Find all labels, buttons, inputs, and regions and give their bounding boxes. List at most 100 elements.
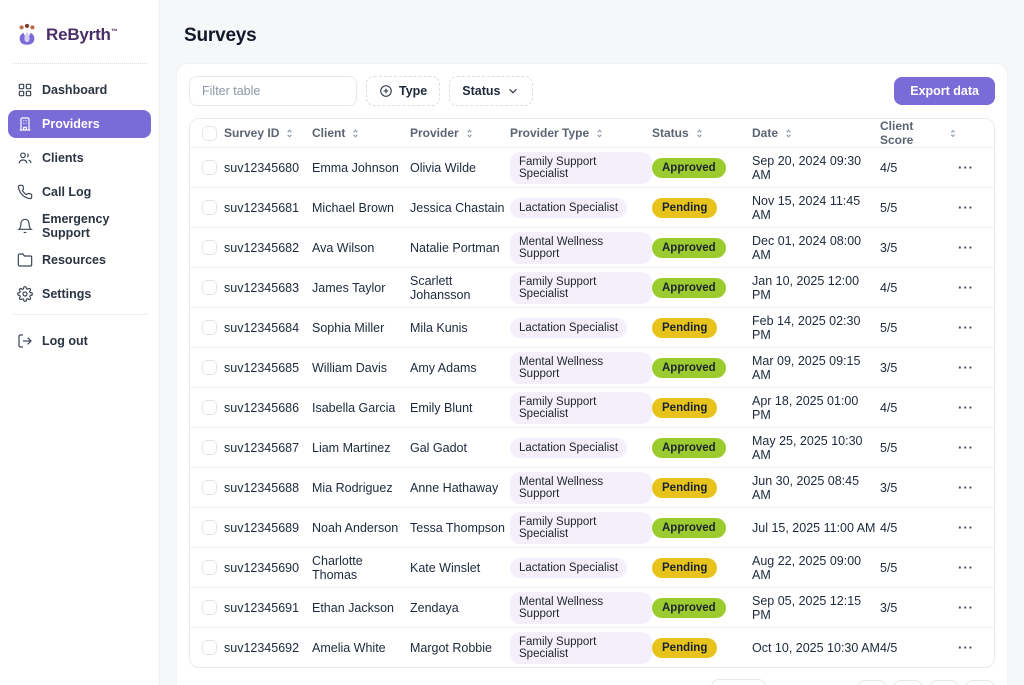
sidebar-item-settings[interactable]: Settings (8, 280, 151, 308)
table-row: suv12345683 James Taylor Scarlett Johans… (190, 267, 994, 307)
column-header-provider-type[interactable]: Provider Type (510, 126, 652, 140)
row-checkbox[interactable] (202, 240, 217, 255)
last-page-button[interactable]: » (965, 680, 995, 685)
provider-type-pill: Lactation Specialist (510, 198, 627, 218)
client-score-cell: 4/5 (880, 401, 958, 415)
survey-id-cell: suv12345688 (224, 481, 312, 495)
row-checkbox[interactable] (202, 480, 217, 495)
status-filter-dropdown[interactable]: Status (449, 76, 533, 106)
row-actions-button[interactable]: ··· (958, 400, 974, 415)
row-actions-button[interactable]: ··· (958, 160, 974, 175)
sidebar-item-label: Resources (42, 253, 106, 267)
client-score-cell: 4/5 (880, 161, 958, 175)
sidebar-item-resources[interactable]: Resources (8, 246, 151, 274)
date-cell: Feb 14, 2025 02:30 PM (752, 314, 880, 342)
select-all-checkbox[interactable] (202, 126, 217, 141)
type-filter-button[interactable]: Type (366, 76, 440, 106)
row-checkbox[interactable] (202, 520, 217, 535)
provider-type-pill: Family Support Specialist (510, 392, 652, 424)
provider-type-pill: Lactation Specialist (510, 558, 627, 578)
column-header-date[interactable]: Date (752, 126, 880, 140)
row-checkbox[interactable] (202, 200, 217, 215)
building-icon (17, 116, 33, 132)
sidebar-item-clients[interactable]: Clients (8, 144, 151, 172)
status-badge: Approved (652, 238, 726, 258)
row-checkbox[interactable] (202, 160, 217, 175)
circle-plus-icon (379, 84, 393, 98)
row-checkbox[interactable] (202, 320, 217, 335)
client-cell: Liam Martinez (312, 441, 410, 455)
column-header-client-score[interactable]: Client Score (880, 119, 958, 147)
row-actions-button[interactable]: ··· (958, 600, 974, 615)
provider-cell: Mila Kunis (410, 321, 510, 335)
logout-button[interactable]: Log out (8, 327, 151, 355)
client-cell: Ethan Jackson (312, 601, 410, 615)
provider-cell: Gal Gadot (410, 441, 510, 455)
row-actions-button[interactable]: ··· (958, 440, 974, 455)
provider-cell: Zendaya (410, 601, 510, 615)
column-header-provider[interactable]: Provider (410, 126, 510, 140)
column-header-survey-id[interactable]: Survey ID (224, 126, 312, 140)
column-header-client[interactable]: Client (312, 126, 410, 140)
table-row: suv12345691 Ethan Jackson Zendaya Mental… (190, 587, 994, 627)
provider-cell: Jessica Chastain (410, 201, 510, 215)
export-data-button[interactable]: Export data (894, 77, 995, 105)
survey-id-cell: suv12345684 (224, 321, 312, 335)
client-score-cell: 4/5 (880, 521, 958, 535)
table-row: suv12345689 Noah Anderson Tessa Thompson… (190, 507, 994, 547)
row-checkbox[interactable] (202, 640, 217, 655)
folder-icon (17, 252, 33, 268)
provider-type-pill: Lactation Specialist (510, 438, 627, 458)
clients-people-icon (17, 150, 33, 166)
provider-type-pill: Lactation Specialist (510, 318, 627, 338)
row-checkbox[interactable] (202, 440, 217, 455)
status-badge: Pending (652, 478, 717, 498)
client-score-cell: 3/5 (880, 361, 958, 375)
row-actions-button[interactable]: ··· (958, 200, 974, 215)
row-checkbox[interactable] (202, 280, 217, 295)
previous-page-button[interactable]: ‹ (893, 680, 923, 685)
status-badge: Approved (652, 518, 726, 538)
row-actions-button[interactable]: ··· (958, 560, 974, 575)
status-badge: Approved (652, 278, 726, 298)
row-checkbox[interactable] (202, 600, 217, 615)
filter-table-input[interactable] (189, 76, 357, 106)
client-score-cell: 5/5 (880, 201, 958, 215)
status-badge: Pending (652, 318, 717, 338)
table-row: suv12345680 Emma Johnson Olivia Wilde Fa… (190, 147, 994, 187)
date-cell: Sep 20, 2024 09:30 AM (752, 154, 880, 182)
sidebar-item-label: Emergency Support (42, 212, 142, 240)
row-actions-button[interactable]: ··· (958, 320, 974, 335)
row-actions-button[interactable]: ··· (958, 480, 974, 495)
status-badge: Approved (652, 598, 726, 618)
row-actions-button[interactable]: ··· (958, 360, 974, 375)
row-checkbox[interactable] (202, 400, 217, 415)
provider-cell: Scarlett Johansson (410, 274, 510, 302)
sidebar-item-label: Clients (42, 151, 84, 165)
table-row: suv12345692 Amelia White Margot Robbie F… (190, 627, 994, 667)
status-badge: Pending (652, 398, 717, 418)
client-cell: James Taylor (312, 281, 410, 295)
survey-id-cell: suv12345682 (224, 241, 312, 255)
row-actions-button[interactable]: ··· (958, 520, 974, 535)
table-body: suv12345680 Emma Johnson Olivia Wilde Fa… (190, 147, 994, 667)
next-page-button[interactable]: › (929, 680, 959, 685)
sidebar-item-emergency-support[interactable]: Emergency Support (8, 212, 151, 240)
row-checkbox[interactable] (202, 360, 217, 375)
first-page-button[interactable]: « (857, 680, 887, 685)
sidebar-item-dashboard[interactable]: Dashboard (8, 76, 151, 104)
sidebar-item-providers[interactable]: Providers (8, 110, 151, 138)
client-cell: William Davis (312, 361, 410, 375)
entries-per-page-select[interactable]: 10 (711, 679, 765, 685)
row-actions-button[interactable]: ··· (958, 280, 974, 295)
row-checkbox[interactable] (202, 560, 217, 575)
row-actions-button[interactable]: ··· (958, 240, 974, 255)
survey-id-cell: suv12345691 (224, 601, 312, 615)
sidebar-item-call-log[interactable]: Call Log (8, 178, 151, 206)
provider-cell: Tessa Thompson (410, 521, 510, 535)
row-actions-button[interactable]: ··· (958, 640, 974, 655)
client-cell: Amelia White (312, 641, 410, 655)
logo-text: ReByrth™ (46, 25, 118, 45)
date-cell: Aug 22, 2025 09:00 AM (752, 554, 880, 582)
column-header-status[interactable]: Status (652, 126, 752, 140)
